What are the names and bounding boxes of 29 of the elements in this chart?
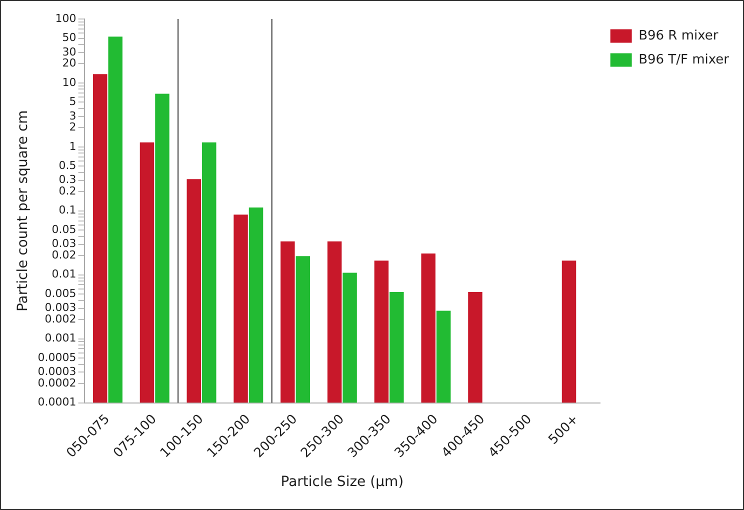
y-tick-label: 2 xyxy=(69,120,76,134)
y-tick-label: 10 xyxy=(62,76,76,89)
y-tick-label: 0.0003 xyxy=(38,365,76,378)
y-tick-label: 0.002 xyxy=(44,312,76,326)
y-tick-label: 0.01 xyxy=(52,268,76,281)
y-tick-label: 0.3 xyxy=(58,173,76,186)
legend-label: B96 T/F mixer xyxy=(638,52,730,68)
y-tick-label: 0.03 xyxy=(52,237,76,250)
y-tick-label: 30 xyxy=(62,45,76,58)
y-tick-label: 0.003 xyxy=(44,301,76,314)
y-tick-label: 1 xyxy=(69,140,76,153)
y-tick-label: 0.0001 xyxy=(38,396,76,409)
x-axis-title: Particle Size (µm) xyxy=(280,474,404,490)
y-tick-label: 0.0002 xyxy=(38,376,76,390)
y-tick-label: 0.0005 xyxy=(38,350,76,364)
y-tick-label: 100 xyxy=(55,12,76,25)
y-tick-label: 0.5 xyxy=(58,159,76,172)
y-tick-label: 0.1 xyxy=(58,204,76,217)
y-tick-label: 0.005 xyxy=(44,286,76,300)
y-tick-label: 50 xyxy=(62,31,76,44)
y-tick-label: 5 xyxy=(69,95,76,108)
y-tick-label: 0.05 xyxy=(52,222,76,236)
legend-label: B96 R mixer xyxy=(638,28,719,44)
y-tick-label: 0.2 xyxy=(58,184,76,198)
y-tick-label: 0.02 xyxy=(52,248,76,262)
y-axis-title: Particle count per square cm xyxy=(15,110,32,312)
y-tick-label: 20 xyxy=(62,56,76,70)
y-tick-label: 0.001 xyxy=(44,332,76,345)
y-tick-label: 3 xyxy=(69,109,76,122)
